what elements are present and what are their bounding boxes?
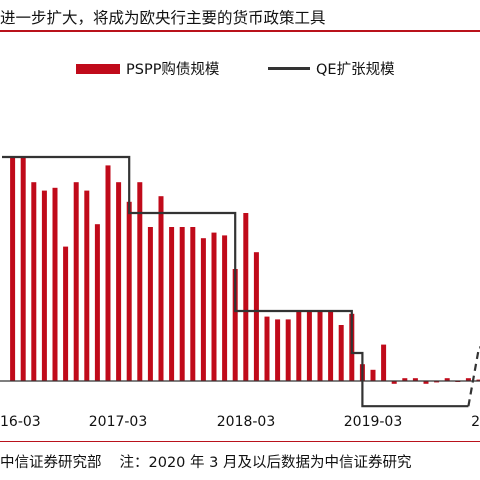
footer-divider bbox=[0, 441, 480, 442]
pspp-bar bbox=[41, 190, 47, 381]
pspp-bar bbox=[232, 269, 238, 381]
pspp-bar bbox=[306, 311, 312, 381]
pspp-bars bbox=[10, 157, 480, 384]
x-tick-label: 2 bbox=[471, 414, 480, 430]
chart-legend: PSPP购债规模 QE扩张规模 bbox=[0, 58, 480, 82]
legend-item-pspp: PSPP购债规模 bbox=[76, 58, 219, 79]
pspp-bar bbox=[31, 182, 37, 381]
legend-label-qe: QE扩张规模 bbox=[316, 62, 395, 78]
qe-line-forecast bbox=[467, 346, 480, 407]
pspp-bar bbox=[137, 182, 143, 381]
pspp-bar bbox=[434, 381, 440, 383]
pspp-bar bbox=[402, 378, 408, 381]
pspp-bar bbox=[444, 378, 450, 381]
pspp-bar bbox=[116, 182, 122, 381]
pspp-bar bbox=[275, 319, 281, 381]
pspp-bar bbox=[94, 224, 100, 381]
footer-note: 注：2020 年 3 月及以后数据为中信证券研究 bbox=[119, 455, 412, 471]
legend-line-swatch bbox=[268, 67, 310, 70]
legend-label-pspp: PSPP购债规模 bbox=[126, 62, 220, 78]
pspp-bar bbox=[391, 381, 397, 384]
pspp-bar bbox=[381, 344, 387, 381]
chart-plot-area: 16-03 2017-03 2018-03 2019-03 2 bbox=[0, 155, 480, 430]
pspp-bar bbox=[105, 165, 111, 381]
x-tick-label: 16-03 bbox=[0, 414, 41, 430]
pspp-bar bbox=[476, 379, 480, 381]
pspp-bar bbox=[423, 381, 429, 384]
pspp-bar bbox=[412, 378, 418, 381]
pspp-bar bbox=[63, 246, 69, 381]
x-axis-ticks: 16-03 2017-03 2018-03 2019-03 2 bbox=[0, 414, 480, 430]
pspp-bar bbox=[190, 227, 196, 381]
pspp-bar bbox=[222, 235, 228, 381]
chart-footer: 中信证券研究部 注：2020 年 3 月及以后数据为中信证券研究 bbox=[0, 451, 480, 472]
pspp-bar bbox=[52, 187, 58, 381]
pspp-bar bbox=[285, 319, 291, 381]
pspp-bar bbox=[370, 369, 376, 381]
qe-line-segment bbox=[2, 155, 469, 408]
x-tick-label: 2018-03 bbox=[217, 414, 276, 430]
source-label: 中信证券研究部 bbox=[0, 455, 102, 471]
pspp-bar bbox=[243, 213, 249, 381]
pspp-bar bbox=[169, 227, 175, 381]
legend-item-qe: QE扩张规模 bbox=[268, 58, 395, 79]
chart-title: 进一步扩大，将成为欧央行主要的货币政策工具 bbox=[0, 9, 326, 27]
pspp-bar bbox=[211, 232, 217, 381]
title-divider bbox=[0, 30, 480, 32]
pspp-bar bbox=[264, 316, 270, 381]
pspp-bar bbox=[338, 325, 344, 381]
pspp-bar bbox=[317, 311, 323, 381]
pspp-bar bbox=[328, 311, 334, 381]
pspp-bar bbox=[158, 196, 164, 381]
pspp-bar bbox=[126, 201, 132, 381]
pspp-bar bbox=[253, 252, 259, 381]
x-tick-label: 2017-03 bbox=[89, 414, 148, 430]
pspp-bar bbox=[147, 227, 153, 381]
pspp-bar bbox=[73, 182, 79, 381]
pspp-bar bbox=[10, 157, 16, 381]
pspp-bar bbox=[84, 190, 90, 381]
pspp-bar bbox=[200, 238, 206, 381]
pspp-bar bbox=[465, 378, 471, 381]
pspp-bar bbox=[179, 227, 185, 381]
x-tick-label: 2019-03 bbox=[344, 414, 403, 430]
pspp-bar bbox=[20, 157, 26, 381]
qe-line-series bbox=[2, 155, 480, 408]
legend-bar-swatch bbox=[76, 63, 120, 74]
pspp-bar bbox=[296, 311, 302, 381]
